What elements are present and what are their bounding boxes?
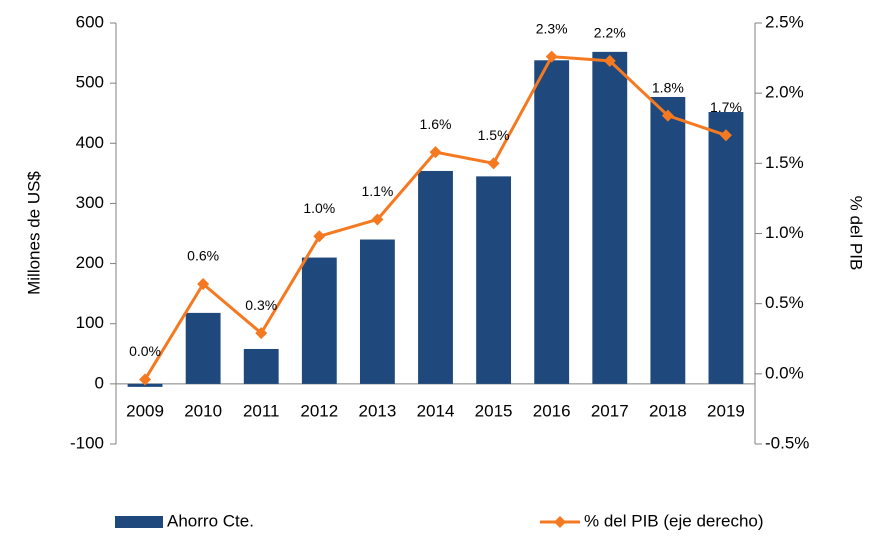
x-tick-label: 2013 (358, 401, 396, 420)
y-tick-label: 400 (76, 133, 104, 152)
line-marker (313, 230, 326, 243)
x-tick-label: 2010 (184, 401, 222, 420)
y-axis-title: Millones de US$ (24, 171, 43, 295)
x-tick-label: 2016 (533, 401, 571, 420)
bar (359, 239, 395, 384)
x-tick-label: 2015 (475, 401, 513, 420)
legend-label: Ahorro Cte. (167, 511, 254, 530)
x-tick-label: 2012 (300, 401, 338, 420)
data-label: 0.3% (245, 297, 277, 313)
x-tick-label: 2014 (417, 401, 455, 420)
x-tick-label: 2009 (126, 401, 164, 420)
data-label: 2.3% (536, 20, 568, 36)
data-label: 0.0% (129, 343, 161, 359)
legend-marker (554, 516, 566, 528)
bar (476, 176, 512, 384)
legend-swatch (115, 516, 163, 528)
y2-tick-label: 0.5% (765, 293, 804, 312)
y2-tick-label: 2.5% (765, 12, 804, 31)
data-label: 1.8% (652, 79, 684, 95)
line-marker (371, 213, 384, 226)
line-marker (429, 146, 442, 159)
bar (592, 51, 628, 384)
line-marker (719, 129, 732, 142)
data-label: 1.5% (478, 127, 510, 143)
legend-label: % del PIB (eje derecho) (584, 511, 764, 530)
data-label: 1.1% (361, 183, 393, 199)
line-marker (197, 278, 210, 291)
bar (650, 96, 686, 384)
y-tick-label: 600 (76, 12, 104, 31)
y2-tick-label: 0.0% (765, 363, 804, 382)
x-tick-label: 2017 (591, 401, 629, 420)
y2-tick-label: -0.5% (765, 433, 809, 452)
bar (418, 170, 453, 384)
data-label: 1.7% (710, 99, 742, 115)
line-marker (487, 157, 500, 170)
bar (243, 348, 279, 384)
y-tick-label: 300 (76, 193, 104, 212)
y-tick-label: -100 (70, 433, 104, 452)
data-label: 1.0% (303, 200, 335, 216)
x-tick-label: 2011 (243, 401, 280, 420)
line-marker (139, 373, 152, 386)
bar (301, 257, 337, 384)
y-tick-label: 100 (76, 313, 104, 332)
bar (185, 312, 221, 384)
x-tick-label: 2018 (649, 401, 687, 420)
data-label: 2.2% (594, 25, 626, 41)
y2-axis-title: % del PIB (847, 196, 866, 271)
line-marker (545, 50, 558, 63)
y-tick-label: 0 (95, 373, 104, 392)
bar (708, 112, 744, 384)
y-tick-label: 500 (76, 73, 104, 92)
y2-tick-label: 1.5% (765, 153, 804, 172)
y-tick-label: 200 (76, 253, 104, 272)
y2-tick-label: 2.0% (765, 83, 804, 102)
x-tick-label: 2019 (707, 401, 745, 420)
line-marker (603, 54, 616, 67)
data-label: 1.6% (420, 116, 452, 132)
bar (534, 60, 570, 384)
line-marker (255, 327, 268, 340)
y2-tick-label: 1.0% (765, 223, 804, 242)
data-label: 0.6% (187, 248, 219, 264)
line-marker (661, 109, 674, 122)
